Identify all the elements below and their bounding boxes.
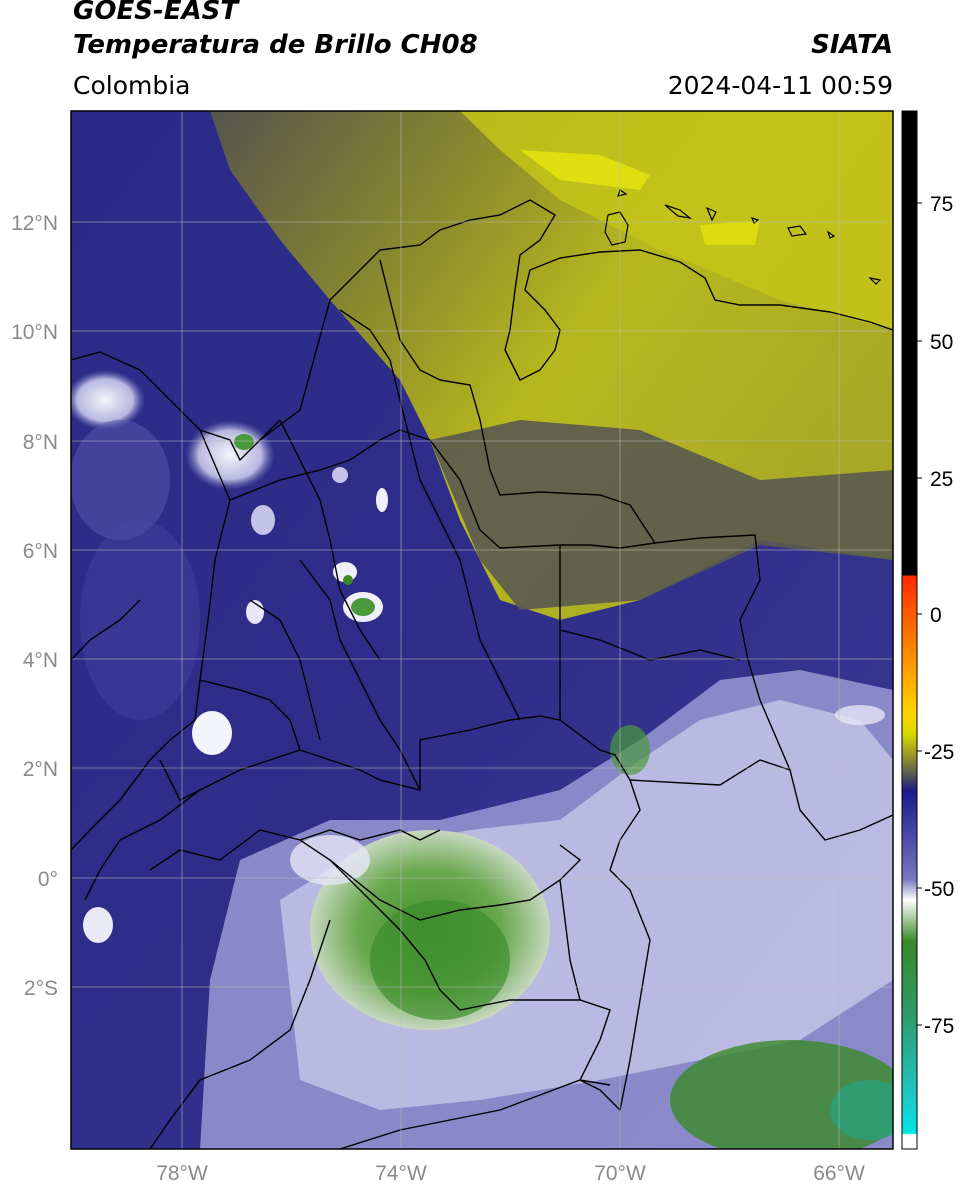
- datetime-label: 2024-04-11 00:59: [667, 71, 893, 100]
- latitude-labels: 12°N 10°N 8°N 6°N 4°N 2°N 0° 2°S: [11, 212, 58, 1000]
- lon-label: 70°W: [594, 1162, 646, 1185]
- source-label: SIATA: [811, 30, 893, 60]
- colorbar-tick: -75: [924, 1015, 954, 1038]
- colorbar-tick: 25: [930, 468, 953, 491]
- lat-label: 10°N: [11, 321, 58, 344]
- colorbar-tick: 50: [930, 331, 953, 354]
- lon-label: 78°W: [156, 1162, 208, 1185]
- product-title: Temperatura de Brillo CH08: [73, 30, 478, 60]
- colorbar-tick: 0: [930, 604, 942, 627]
- colorbar-tick: -25: [924, 741, 954, 764]
- region-label: Colombia: [73, 71, 191, 100]
- colorbar: 75 50 25 0 -25 -50 -75: [901, 110, 954, 1150]
- lat-label: 0°: [38, 868, 58, 891]
- colorbar-tick: -50: [924, 878, 954, 901]
- coastline-islands: [604, 189, 882, 285]
- lat-label: 2°S: [24, 977, 58, 1000]
- lat-label: 12°N: [11, 212, 58, 235]
- satellite-title: GOES-EAST: [73, 0, 239, 26]
- lat-label: 4°N: [23, 649, 58, 672]
- graticule: [71, 111, 893, 1149]
- brightness-temperature-imagery: [71, 111, 893, 1149]
- map-frame: [70, 110, 894, 1150]
- lat-label: 6°N: [23, 540, 58, 563]
- lat-label: 2°N: [23, 758, 58, 781]
- longitude-labels: 78°W 74°W 70°W 66°W: [156, 1162, 865, 1185]
- lat-label: 8°N: [23, 431, 58, 454]
- political-borders: [71, 199, 893, 1149]
- colorbar-tick: 75: [930, 193, 953, 216]
- lon-label: 66°W: [813, 1162, 865, 1185]
- lon-label: 74°W: [375, 1162, 427, 1185]
- colorbar-gradient: [901, 110, 918, 1150]
